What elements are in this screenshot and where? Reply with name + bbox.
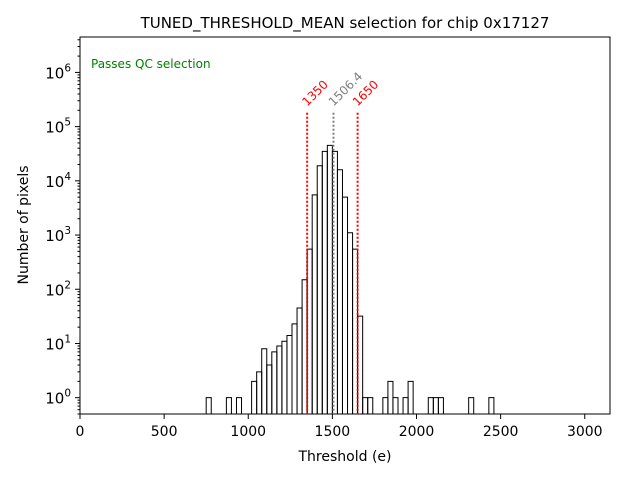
x-tick-label: 3000 xyxy=(567,424,603,440)
x-tick-label: 2000 xyxy=(399,424,435,440)
x-tick-label: 2500 xyxy=(483,424,519,440)
histogram-bar xyxy=(281,340,288,414)
histogram-bar xyxy=(347,232,354,414)
histogram-bar xyxy=(276,345,283,414)
histogram-bar xyxy=(387,380,394,414)
histogram-bar xyxy=(468,397,475,414)
y-axis-ticks: 100 101 102 103 104 105 106 xyxy=(45,39,80,415)
histogram-bar xyxy=(392,397,399,414)
x-tick-label: 0 xyxy=(76,424,85,440)
histogram-bar xyxy=(341,196,349,414)
histogram-bar xyxy=(382,397,389,414)
y-tick-label: 103 xyxy=(45,225,71,245)
histogram-bar xyxy=(311,194,318,414)
histogram-bar xyxy=(225,397,232,414)
histogram-bar xyxy=(427,397,434,414)
histogram-bar xyxy=(402,397,409,414)
histogram-bar xyxy=(437,397,444,414)
x-tick-label: 500 xyxy=(151,424,178,440)
x-tick-label: 1500 xyxy=(315,424,351,440)
histogram-bar xyxy=(235,397,243,414)
histogram-layer xyxy=(205,144,495,414)
qc-pass-annotation: Passes QC selection xyxy=(91,57,211,71)
histogram-bar xyxy=(261,348,268,414)
x-axis-ticks: 0 500 1000 1500 2000 2500 3000 xyxy=(76,414,603,440)
histogram-bar xyxy=(321,150,328,414)
histogram-bar xyxy=(488,397,495,414)
histogram-bar xyxy=(296,307,303,414)
y-tick-label: 101 xyxy=(45,333,71,353)
histogram-bar xyxy=(336,169,343,414)
plot-frame xyxy=(79,36,611,415)
histogram-bar xyxy=(362,397,369,414)
histogram-bar xyxy=(291,323,298,414)
y-tick-label: 105 xyxy=(45,117,71,137)
chart-title: TUNED_THRESHOLD_MEAN selection for chip … xyxy=(140,14,550,33)
y-axis-label: Number of pixels xyxy=(16,165,32,284)
histogram-bar xyxy=(432,397,439,414)
histogram-bar xyxy=(316,165,323,414)
y-tick-label: 106 xyxy=(45,62,71,82)
histogram-bar xyxy=(271,351,278,414)
histogram-bar xyxy=(256,371,263,414)
histogram-bar xyxy=(251,380,258,414)
histogram-bar xyxy=(367,397,374,414)
y-tick-label: 100 xyxy=(45,388,71,408)
x-axis-label: Threshold (e) xyxy=(298,449,392,465)
y-tick-label: 102 xyxy=(45,279,71,299)
histogram-bar xyxy=(266,364,273,414)
histogram-bar xyxy=(326,144,333,414)
x-tick-label: 1000 xyxy=(230,424,266,440)
histogram-bar xyxy=(205,397,212,414)
histogram-bar xyxy=(286,335,293,414)
threshold-line-label: 1350 xyxy=(299,77,330,108)
y-tick-label: 104 xyxy=(45,171,71,191)
histogram-bar xyxy=(407,380,414,414)
